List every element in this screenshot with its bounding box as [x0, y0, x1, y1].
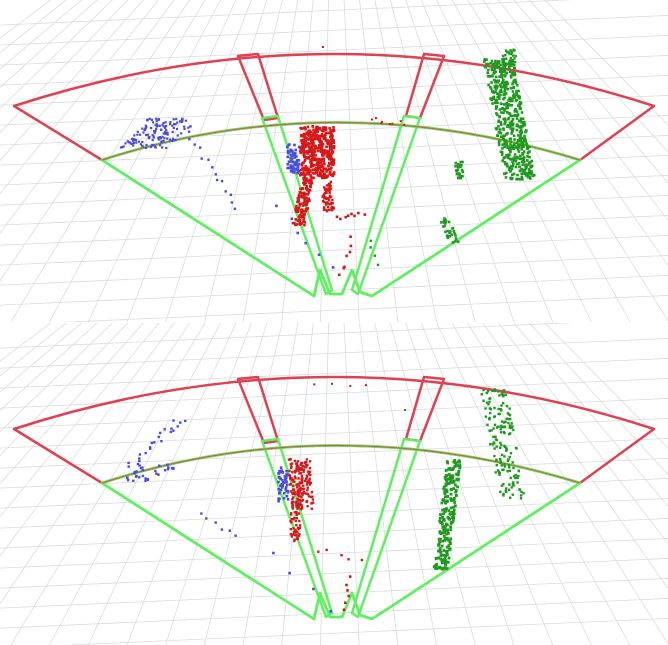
red-cluster [291, 46, 406, 277]
near-zone-wedge-left [260, 437, 334, 619]
green-cluster [404, 388, 525, 571]
bottom-view-canvas [0, 323, 668, 645]
panel-bottom-view [0, 323, 668, 645]
detection-zones [12, 375, 656, 621]
near-zone-wedge-right [350, 437, 422, 619]
top-view-canvas [0, 0, 668, 322]
near-zone-wedge-left [260, 114, 334, 296]
point-clouds [126, 382, 525, 613]
blue-cluster [126, 419, 332, 613]
panel-top-view [0, 0, 668, 322]
near-zone-wedge-right [350, 114, 422, 296]
detection-zones [12, 52, 656, 298]
green-cluster [369, 48, 536, 267]
far-zone-divider-left [236, 375, 280, 445]
ground-grid [0, 323, 668, 645]
red-cluster [287, 382, 367, 612]
blue-cluster [119, 117, 335, 269]
far-zone-divider-left [236, 52, 280, 122]
ground-grid [0, 0, 668, 322]
point-clouds [119, 46, 536, 277]
